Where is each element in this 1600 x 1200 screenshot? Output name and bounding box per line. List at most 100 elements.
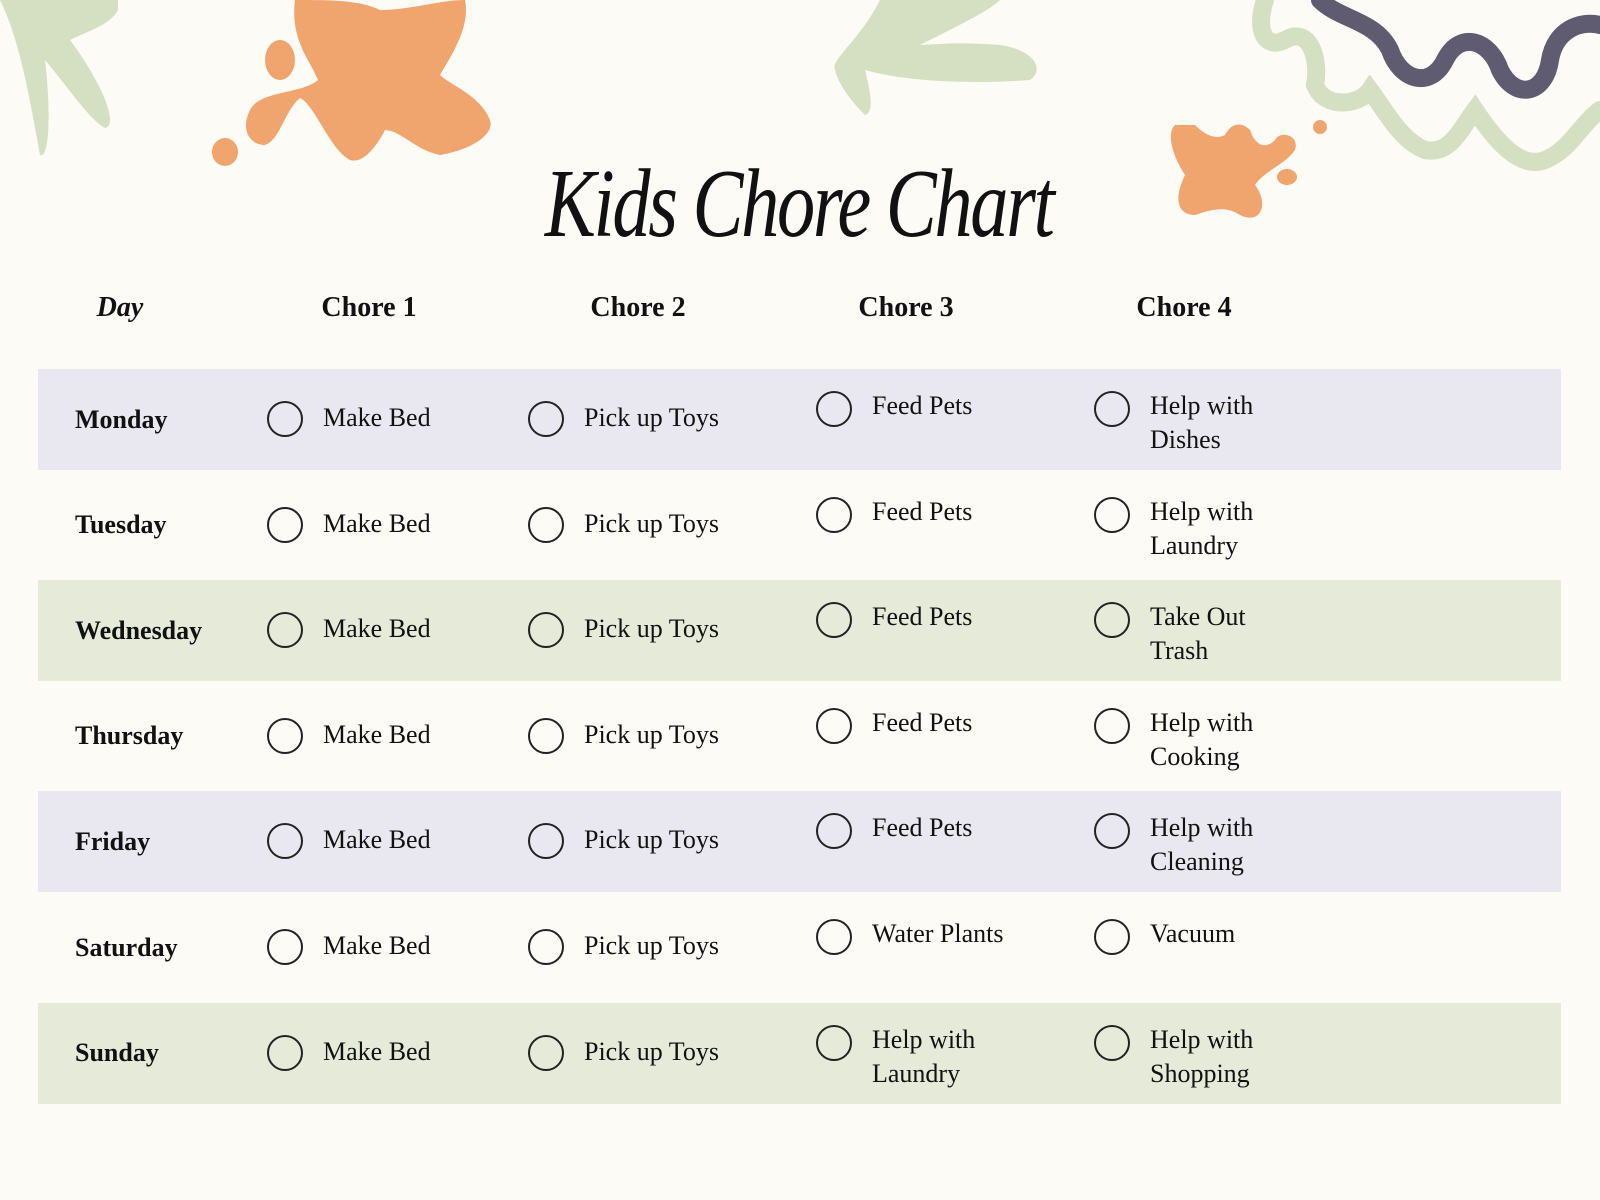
checkbox-circle[interactable]	[267, 1034, 303, 1071]
chore-cell-3: Feed Pets	[816, 707, 1022, 744]
chore-cell-1: Make Bed	[267, 929, 503, 965]
checkbox-circle[interactable]	[528, 612, 564, 649]
chore-cell-3: Feed Pets	[816, 602, 1022, 639]
chore-cell-4: Help with Dishes	[1094, 391, 1300, 457]
chore-label: Make Bed	[323, 825, 431, 855]
chore-cell-1: Make Bed	[267, 401, 503, 437]
checkbox-circle[interactable]	[1094, 391, 1130, 427]
chore-cell-3: Help with Laundry	[816, 1024, 1022, 1091]
day-label: Saturday	[75, 932, 178, 962]
chore-row-saturday: Saturday Make Bed Pick up Toys Water Plants…	[38, 897, 1561, 998]
day-label: Friday	[75, 826, 151, 856]
chore-cell-3: Feed Pets	[816, 813, 1022, 850]
chore-label: Pick up Toys	[584, 614, 719, 644]
checkbox-circle[interactable]	[528, 401, 564, 437]
page-title: Kids Chore Chart	[544, 150, 1055, 258]
chore-cell-2: Pick up Toys	[528, 929, 764, 965]
chore-cell-3: Feed Pets	[816, 496, 1022, 533]
squiggle-sage	[1252, 0, 1600, 171]
chore-label: Pick up Toys	[584, 403, 719, 432]
checkbox-circle[interactable]	[816, 1024, 852, 1061]
chore-label: Help with Dishes	[1150, 391, 1254, 454]
checkbox-circle[interactable]	[267, 717, 303, 754]
chore-row-monday: Monday Make Bed Pick up Toys Feed Pets Help …	[38, 369, 1561, 470]
chore-row-wednesday: Wednesday Make Bed Pick up Toys Feed Pets Ta…	[38, 580, 1561, 682]
checkbox-circle[interactable]	[528, 717, 564, 754]
chore-row-tuesday: Tuesday Make Bed Pick up Toys Feed Pets Help…	[38, 475, 1561, 576]
chore-label: Help with Cooking	[1150, 707, 1254, 771]
chore-cell-1: Make Bed	[267, 506, 503, 543]
checkbox-circle[interactable]	[1094, 813, 1130, 850]
day-label: Wednesday	[75, 615, 203, 645]
chore-label: Feed Pets	[872, 602, 973, 632]
checkbox-circle[interactable]	[267, 506, 303, 543]
checkbox-circle[interactable]	[528, 929, 564, 965]
checkbox-circle[interactable]	[528, 1034, 564, 1071]
checkbox-circle[interactable]	[816, 707, 852, 744]
chore-label: Pick up Toys	[584, 825, 719, 855]
day-label: Thursday	[75, 721, 184, 751]
chore-label: Feed Pets	[872, 813, 973, 843]
header-chore-4: Chore 4	[1136, 292, 1232, 323]
chore-cell-1: Make Bed	[267, 823, 503, 860]
checkbox-circle[interactable]	[267, 612, 303, 649]
chore-label: Feed Pets	[872, 496, 973, 526]
chore-cell-2: Pick up Toys	[528, 823, 764, 860]
chore-cell-3: Water Plants	[816, 919, 1022, 955]
chore-cell-4: Help with Laundry	[1094, 496, 1300, 563]
chore-label: Feed Pets	[872, 391, 973, 420]
chore-cell-3: Feed Pets	[816, 391, 1022, 427]
checkbox-circle[interactable]	[816, 919, 852, 955]
chore-cell-4: Take Out Trash	[1094, 602, 1300, 668]
checkbox-circle[interactable]	[528, 823, 564, 860]
checkbox-circle[interactable]	[1094, 496, 1130, 533]
leaf-shape-center	[834, 0, 1037, 115]
splash-shape-left	[212, 0, 491, 166]
chore-label: Take Out Trash	[1150, 602, 1246, 666]
checkbox-circle[interactable]	[267, 929, 303, 965]
chore-label: Help with Shopping	[1150, 1024, 1254, 1088]
chore-label: Feed Pets	[872, 707, 973, 737]
chore-label: Make Bed	[323, 931, 431, 960]
chore-cell-1: Make Bed	[267, 717, 503, 754]
checkbox-circle[interactable]	[816, 602, 852, 639]
chore-label: Pick up Toys	[584, 931, 719, 960]
header-chore-1: Chore 1	[321, 292, 417, 323]
decorative-shapes	[0, 0, 1600, 218]
checkbox-circle[interactable]	[1094, 1024, 1130, 1061]
checkbox-circle[interactable]	[816, 813, 852, 850]
chore-label: Make Bed	[323, 403, 431, 432]
checkbox-circle[interactable]	[267, 823, 303, 860]
leaf-shape-left	[0, 0, 118, 156]
checkbox-circle[interactable]	[1094, 919, 1130, 955]
checkbox-circle[interactable]	[1094, 707, 1130, 744]
header-chore-2: Chore 2	[590, 292, 686, 323]
chore-row-thursday: Thursday Make Bed Pick up Toys Feed Pets Hel…	[38, 686, 1561, 787]
chore-cell-2: Pick up Toys	[528, 1034, 764, 1071]
checkbox-circle[interactable]	[1094, 602, 1130, 639]
chore-label: Pick up Toys	[584, 1036, 719, 1066]
splash-shape-right	[1170, 120, 1327, 218]
checkbox-circle[interactable]	[528, 506, 564, 543]
chore-cell-2: Pick up Toys	[528, 717, 764, 754]
chore-cell-1: Make Bed	[267, 1034, 503, 1071]
chore-cell-4: Help with Shopping	[1094, 1024, 1300, 1091]
chore-cell-2: Pick up Toys	[528, 612, 764, 649]
checkbox-circle[interactable]	[816, 391, 852, 427]
chore-label: Make Bed	[323, 1036, 431, 1066]
day-label: Tuesday	[75, 510, 167, 540]
chore-label: Pick up Toys	[584, 508, 719, 538]
chore-label: Water Plants	[872, 919, 1004, 948]
chore-cell-2: Pick up Toys	[528, 401, 764, 437]
chore-cell-4: Vacuum	[1094, 919, 1300, 955]
checkbox-circle[interactable]	[816, 496, 852, 533]
day-label: Monday	[75, 404, 168, 434]
checkbox-circle[interactable]	[267, 401, 303, 437]
chore-cell-2: Pick up Toys	[528, 506, 764, 543]
chore-label: Make Bed	[323, 508, 431, 538]
chore-label: Vacuum	[1150, 919, 1236, 948]
chore-cell-4: Help with Cooking	[1094, 707, 1300, 774]
chore-cell-1: Make Bed	[267, 612, 503, 649]
header-day: Day	[96, 292, 144, 323]
chore-label: Make Bed	[323, 614, 431, 644]
